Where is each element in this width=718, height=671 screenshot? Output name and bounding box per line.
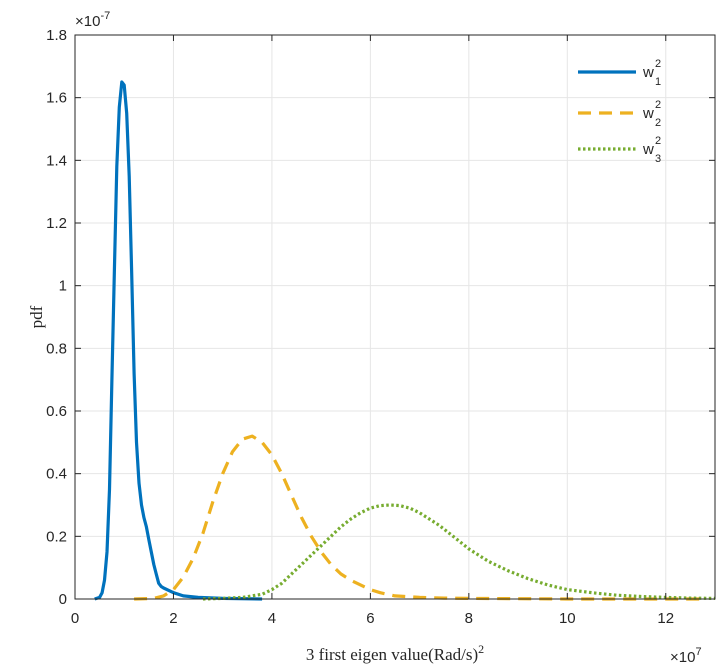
x-tick-label: 6 — [366, 610, 374, 627]
y-tick-label: 0.4 — [46, 466, 67, 483]
y-tick-label: 0.6 — [46, 403, 67, 420]
legend: w2 1 w2 2 w2 3 — [578, 58, 661, 165]
series-line-w2 — [134, 434, 701, 601]
y-tick-label: 1.6 — [46, 90, 67, 107]
plot-area — [75, 35, 715, 599]
grid — [75, 35, 715, 599]
y-axis-label: pdf — [27, 305, 46, 328]
x-tick-label: 0 — [71, 610, 79, 627]
series-line-w3 — [202, 503, 716, 601]
plot-frame — [74, 34, 716, 600]
x-exponent-power: 7 — [695, 646, 701, 658]
x-tick-label: 10 — [559, 610, 576, 627]
y-exponent-power: -7 — [100, 10, 110, 22]
y-tick-label: 0.8 — [46, 340, 67, 357]
x-exponent: ×107 — [670, 646, 702, 666]
y-tick-label: 1.8 — [46, 27, 67, 44]
legend-label-w3: w2 3 — [642, 135, 661, 165]
legend-label-w2: w2 2 — [642, 99, 661, 129]
series-lines — [94, 80, 716, 601]
x-tick-label: 4 — [268, 610, 276, 627]
y-tick-label: 1.4 — [46, 152, 67, 169]
y-tick-label: 1.2 — [46, 215, 67, 232]
x-tick-label: 2 — [169, 610, 177, 627]
x-axis-ticks: 0 2 4 6 8 10 12 — [71, 35, 674, 627]
y-tick-label: 1 — [59, 278, 67, 295]
x-axis-label-sup: 2 — [478, 642, 484, 656]
series-line-w1 — [94, 80, 263, 601]
y-axis-ticks: 0 0.2 0.4 0.6 0.8 1 1.2 1.4 1.6 1.8 — [46, 27, 715, 608]
y-tick-label: 0.2 — [46, 528, 67, 545]
y-tick-label: 0 — [59, 591, 67, 608]
x-tick-label: 8 — [465, 610, 473, 627]
x-axis-label: 3 first eigen value(Rad/s)2 — [306, 642, 484, 664]
x-tick-label: 12 — [657, 610, 674, 627]
y-exponent: ×10-7 — [75, 10, 110, 30]
legend-label-w1: w2 1 — [642, 58, 661, 88]
